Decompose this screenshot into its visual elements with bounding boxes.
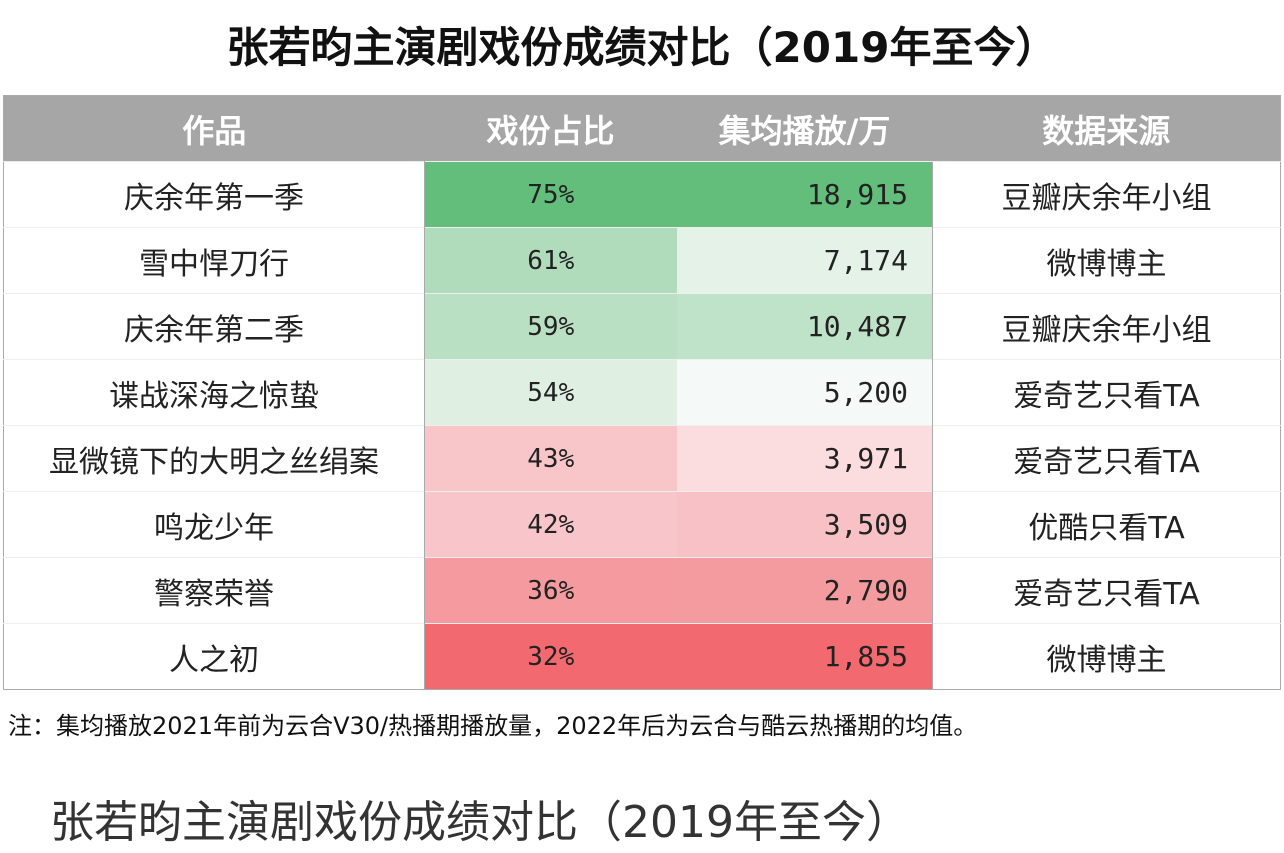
table-cell: 微博博主	[932, 623, 1281, 690]
table-row: 人之初 32% 1,855 微博博主	[3, 623, 1281, 690]
table-row: 庆余年第一季 75% 18,915 豆瓣庆余年小组	[3, 161, 1281, 228]
header-row: 作品 戏份占比 集均播放/万 数据来源	[3, 95, 1281, 162]
table-row: 警察荣誉 36% 2,790 爱奇艺只看TA	[3, 557, 1281, 624]
header-cell: 戏份占比	[424, 95, 677, 162]
table-cell: 庆余年第一季	[3, 161, 425, 228]
table-cell: 59%	[424, 293, 677, 360]
table-cell: 10,487	[676, 293, 933, 360]
caption: 张若昀主演剧戏份成绩对比（2019年至今）	[50, 797, 910, 848]
table-cell: 54%	[424, 359, 677, 426]
table-row: 显微镜下的大明之丝绢案 43% 3,971 爱奇艺只看TA	[3, 425, 1281, 492]
table-cell: 43%	[424, 425, 677, 492]
table-cell: 爱奇艺只看TA	[932, 557, 1281, 624]
table-cell: 鸣龙少年	[3, 491, 425, 558]
note: 注：集均播放2021年前为云合V30/热播期播放量，2022年后为云合与酷云热播…	[8, 712, 978, 740]
table-row: 谍战深海之惊蛰 54% 5,200 爱奇艺只看TA	[3, 359, 1281, 426]
table-cell: 36%	[424, 557, 677, 624]
table-cell: 18,915	[676, 161, 933, 228]
table-cell: 32%	[424, 623, 677, 690]
table-row: 庆余年第二季 59% 10,487 豆瓣庆余年小组	[3, 293, 1281, 360]
table-cell: 雪中悍刀行	[3, 227, 425, 294]
table-cell: 61%	[424, 227, 677, 294]
header-cell: 集均播放/万	[676, 95, 933, 162]
table-cell: 7,174	[676, 227, 933, 294]
table-cell: 庆余年第二季	[3, 293, 425, 360]
table-cell: 5,200	[676, 359, 933, 426]
table: 作品 戏份占比 集均播放/万 数据来源 庆余年第一季 75% 18,915 豆瓣庆余年小组雪…	[3, 95, 1281, 690]
table-cell: 微博博主	[932, 227, 1281, 294]
table-row: 雪中悍刀行 61% 7,174 微博博主	[3, 227, 1281, 294]
table-cell: 人之初	[3, 623, 425, 690]
table-cell: 1,855	[676, 623, 933, 690]
table-cell: 豆瓣庆余年小组	[932, 161, 1281, 228]
table-cell: 爱奇艺只看TA	[932, 359, 1281, 426]
table-cell: 警察荣誉	[3, 557, 425, 624]
table-cell: 3,971	[676, 425, 933, 492]
table-cell: 谍战深海之惊蛰	[3, 359, 425, 426]
table-cell: 优酷只看TA	[932, 491, 1281, 558]
table-cell: 3,509	[676, 491, 933, 558]
table-cell: 2,790	[676, 557, 933, 624]
header-cell: 作品	[3, 95, 425, 162]
title: 张若昀主演剧戏份成绩对比（2019年至今）	[226, 23, 1058, 72]
table-cell: 豆瓣庆余年小组	[932, 293, 1281, 360]
table-cell: 42%	[424, 491, 677, 558]
header-cell: 数据来源	[932, 95, 1281, 162]
table-row: 鸣龙少年 42% 3,509 优酷只看TA	[3, 491, 1281, 558]
table-cell: 75%	[424, 161, 677, 228]
table-cell: 爱奇艺只看TA	[932, 425, 1281, 492]
table-cell: 显微镜下的大明之丝绢案	[3, 425, 425, 492]
table-body: 庆余年第一季 75% 18,915 豆瓣庆余年小组 雪中悍刀行 61% 7,174 微博博主庆…	[3, 161, 1281, 690]
